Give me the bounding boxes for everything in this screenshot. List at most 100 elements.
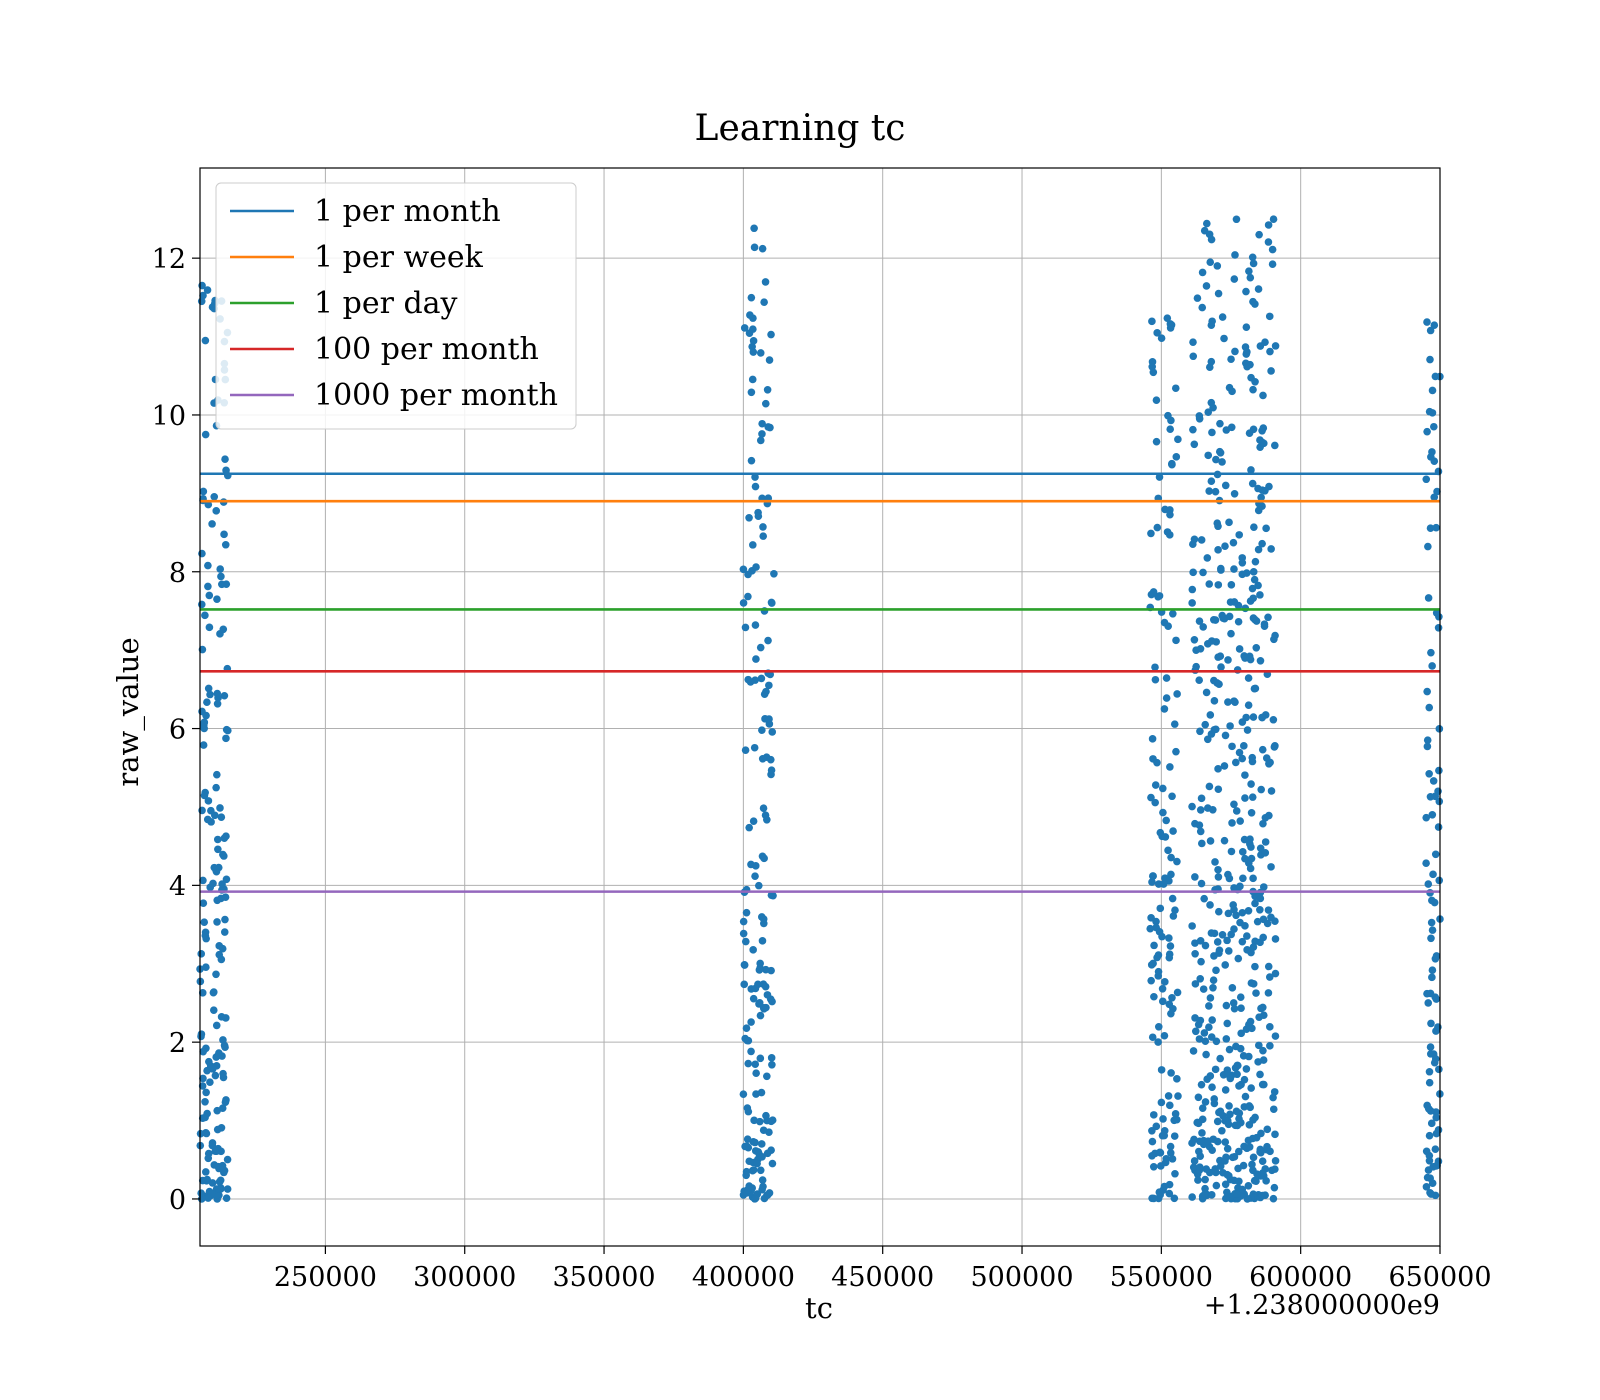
scatter-point (1170, 720, 1179, 728)
scatter-point (1156, 904, 1165, 913)
scatter-point (1238, 1185, 1247, 1194)
scatter-point (1194, 1020, 1203, 1029)
scatter-point (1223, 1144, 1232, 1153)
scatter-point (1422, 1147, 1431, 1156)
scatter-point (1224, 909, 1233, 918)
scatter-point (744, 1107, 753, 1116)
scatter-point (1212, 455, 1220, 464)
scatter-point (1256, 844, 1265, 853)
scatter-point (743, 1135, 752, 1143)
scatter-point (1205, 782, 1214, 791)
scatter-point (1228, 742, 1236, 751)
scatter-point (1208, 637, 1216, 645)
scatter-point (1432, 1129, 1441, 1138)
scatter-point (1154, 967, 1163, 976)
scatter-point (215, 950, 224, 959)
scatter-point (1202, 282, 1211, 290)
scatter-point (1159, 808, 1167, 817)
scatter-point (1201, 1098, 1210, 1106)
scatter-point (1197, 536, 1206, 544)
scatter-point (1433, 487, 1441, 496)
scatter-point (1147, 529, 1155, 538)
scatter-point (752, 1069, 760, 1078)
scatter-point (1173, 988, 1182, 997)
scatter-point (1267, 913, 1275, 922)
scatter-point (1172, 747, 1180, 756)
scatter-point (1189, 425, 1197, 434)
scatter-point (751, 473, 759, 481)
scatter-point (1154, 1023, 1163, 1031)
scatter-point (1228, 387, 1236, 396)
scatter-point (750, 243, 759, 252)
scatter-point (1232, 807, 1241, 815)
y-axis-label: raw_value (111, 637, 146, 786)
scatter-point (1188, 585, 1197, 594)
scatter-point (1221, 731, 1230, 740)
scatter-point (210, 1161, 219, 1169)
scatter-point (741, 1142, 749, 1151)
scatter-point (1260, 622, 1269, 630)
scatter-point (203, 698, 211, 707)
scatter-point (1174, 435, 1182, 444)
scatter-point (1258, 745, 1267, 754)
scatter-point (1430, 321, 1439, 329)
scatter-point (1423, 427, 1431, 436)
legend-box (215, 182, 577, 430)
scatter-point (1190, 635, 1199, 644)
scatter-point (1264, 906, 1273, 914)
scatter-point (754, 881, 763, 890)
scatter-point (1235, 531, 1244, 539)
scatter-point (202, 711, 210, 720)
scatter-point (1265, 312, 1274, 321)
scatter-point (1196, 806, 1205, 814)
scatter-point (1244, 701, 1253, 709)
scatter-point (751, 1195, 759, 1203)
scatter-points-layer (196, 215, 1444, 1203)
scatter-point (1206, 258, 1215, 266)
scatter-point (199, 1074, 207, 1083)
scatter-point (1228, 819, 1236, 827)
scatter-point (1256, 905, 1264, 914)
scatter-point (1201, 1037, 1210, 1046)
scatter-point (1230, 275, 1239, 283)
scatter-point (1255, 1041, 1263, 1050)
scatter-point (770, 569, 778, 578)
scatter-point (1259, 424, 1268, 432)
scatter-point (739, 917, 748, 926)
scatter-point (1203, 219, 1211, 228)
scatter-point (1214, 581, 1223, 589)
scatter-point (1154, 1038, 1162, 1046)
scatter-point (763, 1072, 771, 1081)
scatter-point (197, 950, 206, 958)
scatter-point (217, 813, 226, 821)
scatter-point (768, 599, 776, 607)
scatter-point (1242, 287, 1250, 296)
legend-label: 1000 per month (314, 378, 558, 413)
scatter-point (199, 741, 208, 749)
scatter-point (1224, 1120, 1233, 1129)
scatter-point (1209, 983, 1217, 992)
scatter-point (1204, 451, 1213, 460)
scatter-point (1204, 408, 1213, 416)
scatter-point (764, 636, 772, 645)
scatter-point (1207, 929, 1216, 937)
scatter-point (204, 1194, 212, 1202)
y-tick-label: 12 (152, 244, 186, 275)
scatter-point (1427, 648, 1435, 657)
scatter-point (1204, 1137, 1212, 1146)
scatter-point (1205, 230, 1214, 239)
scatter-point (1432, 609, 1441, 617)
scatter-point (1217, 566, 1225, 574)
y-tick-label: 2 (169, 1028, 186, 1059)
scatter-point (768, 1060, 776, 1069)
scatter-point (741, 623, 750, 632)
scatter-point (1196, 936, 1205, 945)
scatter-point (1426, 989, 1435, 998)
scatter-point (1226, 1074, 1235, 1083)
scatter-point (204, 500, 213, 509)
scatter-point (198, 1176, 207, 1185)
scatter-point (1241, 922, 1249, 930)
scatter-point (1236, 993, 1245, 1002)
scatter-point (1225, 612, 1234, 621)
